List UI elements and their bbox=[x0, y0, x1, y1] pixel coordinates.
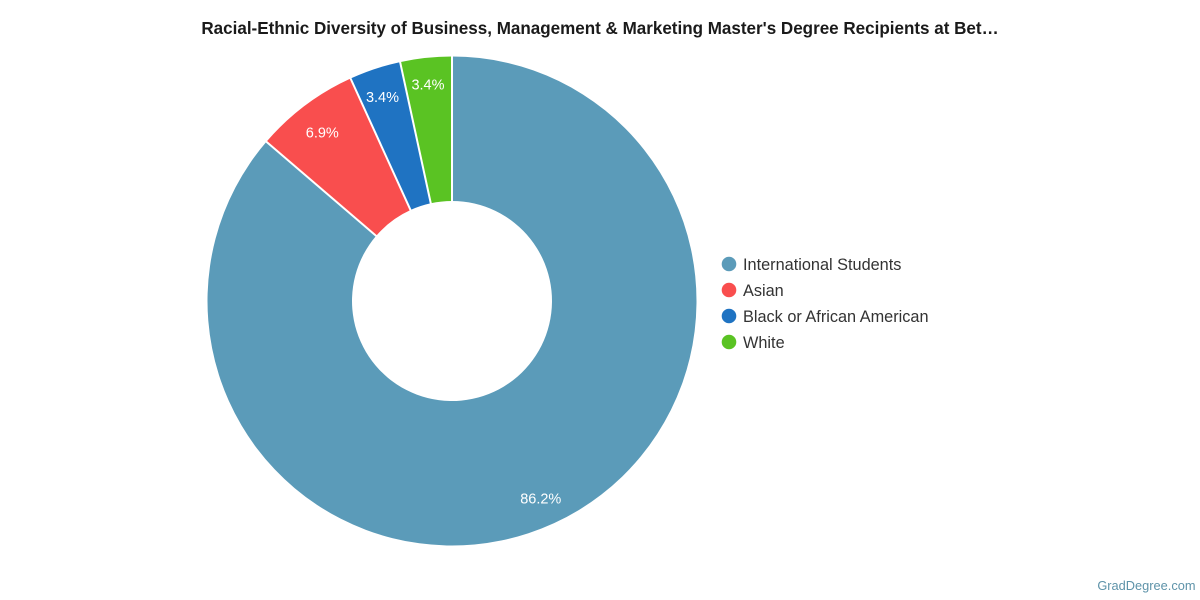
svg-text:White: White bbox=[743, 334, 785, 352]
svg-text:6.9%: 6.9% bbox=[306, 125, 339, 141]
svg-text:Asian: Asian bbox=[743, 282, 784, 300]
svg-text:Racial-Ethnic Diversity of Bus: Racial-Ethnic Diversity of Business, Man… bbox=[201, 18, 998, 39]
svg-text:GradDegree.com: GradDegree.com bbox=[1097, 578, 1195, 593]
svg-text:86.2%: 86.2% bbox=[520, 492, 561, 508]
svg-text:3.4%: 3.4% bbox=[366, 90, 399, 106]
svg-text:Black or African American: Black or African American bbox=[743, 308, 929, 326]
svg-text:International Students: International Students bbox=[743, 256, 901, 274]
svg-text:3.4%: 3.4% bbox=[411, 77, 444, 93]
